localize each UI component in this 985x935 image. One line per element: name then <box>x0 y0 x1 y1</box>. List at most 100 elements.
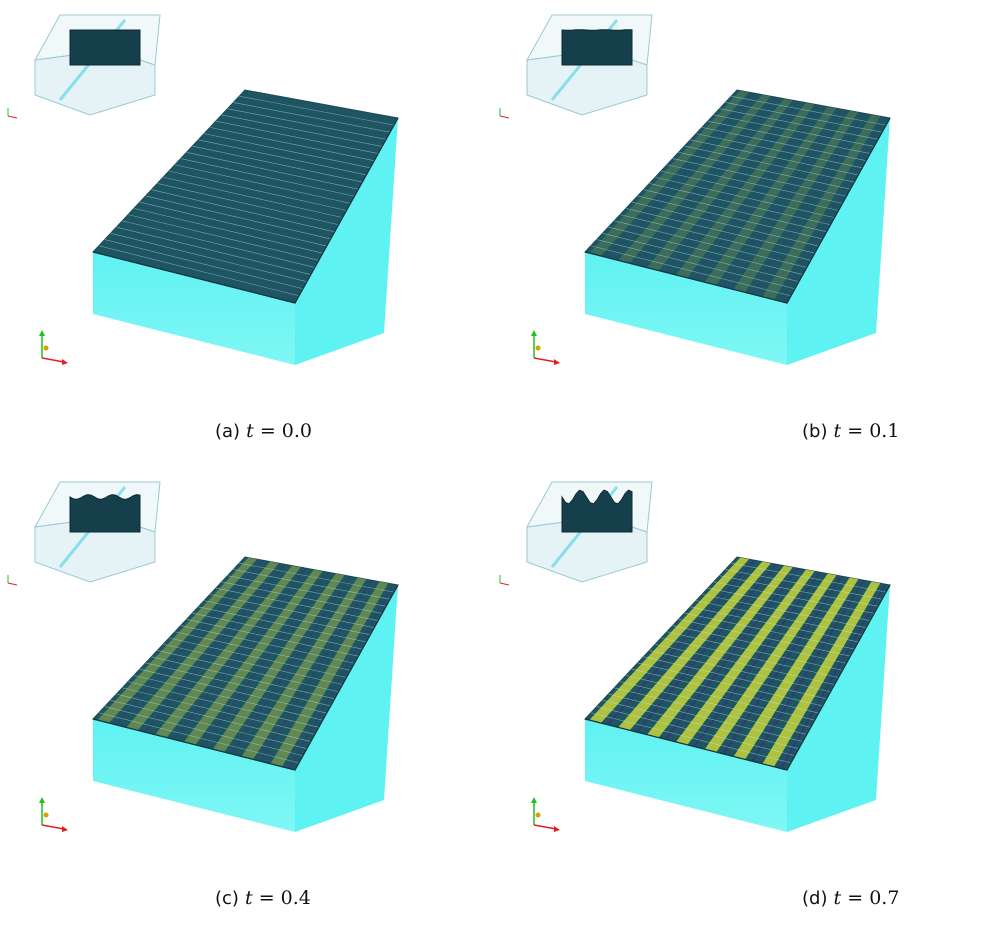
mesh-line <box>672 158 847 197</box>
mesh-line <box>174 631 351 671</box>
wave-crest <box>762 114 881 300</box>
mesh-line <box>209 594 375 628</box>
wave-crest <box>97 557 258 724</box>
mesh-line <box>221 114 383 147</box>
axis-y-arrow <box>531 797 537 803</box>
mesh-line <box>672 625 847 664</box>
mesh-line <box>180 158 355 197</box>
mesh-line <box>233 102 391 133</box>
axis-x <box>41 357 65 363</box>
caption-b: (b) t = 0.1 <box>802 420 900 442</box>
axis-z <box>535 812 541 818</box>
wave-crest <box>589 90 750 257</box>
mesh-line <box>239 95 395 126</box>
mesh-line <box>602 700 799 749</box>
axis-x-arrow <box>554 359 560 365</box>
mesh-line <box>649 650 831 693</box>
axis-z <box>43 345 49 351</box>
caption-d: (d) t = 0.7 <box>802 887 900 909</box>
mesh-line <box>731 562 887 593</box>
mesh-line <box>666 164 843 204</box>
axis-z <box>43 812 49 818</box>
axis-triad <box>531 797 560 832</box>
mesh-line <box>198 139 367 176</box>
mesh-line <box>209 127 375 161</box>
mesh-line <box>151 189 335 233</box>
mesh-line <box>128 214 319 261</box>
inset-axis-x <box>499 582 510 586</box>
mesh-line <box>696 133 863 169</box>
mesh-line <box>133 675 323 721</box>
mesh-line <box>151 656 335 700</box>
mesh-line <box>614 687 807 735</box>
box-edge <box>92 117 399 304</box>
mesh-line <box>608 693 803 742</box>
inset-axis-triad <box>7 108 18 119</box>
wave-crest <box>126 561 279 731</box>
box-right-face-fill <box>295 118 398 365</box>
mesh-line <box>168 170 347 211</box>
mesh-line <box>233 569 391 600</box>
mesh-line <box>186 619 359 657</box>
wave-crest <box>241 577 367 760</box>
mesh-line <box>145 195 331 240</box>
mesh-line <box>98 712 300 764</box>
mesh-line <box>227 108 387 140</box>
inset-axis-triad <box>499 575 510 586</box>
mesh-line <box>163 643 343 685</box>
mesh-line <box>104 706 303 757</box>
mesh-line <box>719 575 879 607</box>
mesh-line <box>596 239 795 290</box>
wave-crest <box>155 565 301 738</box>
wave-crest <box>704 573 837 753</box>
mesh-line <box>731 95 887 126</box>
mesh-line <box>701 127 867 161</box>
panel-a: (a) t = 0.0 <box>0 0 492 467</box>
wave-crest <box>589 557 750 724</box>
wave-crest <box>647 565 793 738</box>
wave-crest <box>647 98 793 271</box>
mesh-line <box>666 631 843 671</box>
mesh-line <box>198 606 367 643</box>
mesh-line <box>122 687 315 735</box>
mesh-line <box>625 208 815 254</box>
box-front-face <box>93 252 295 365</box>
mesh-line <box>180 625 355 664</box>
mesh-line <box>145 662 331 707</box>
inset-slice <box>561 29 633 66</box>
mesh-line <box>110 700 307 749</box>
mesh-line <box>104 239 303 290</box>
inset-axis-triad <box>7 575 18 586</box>
wave-crest <box>270 581 389 767</box>
axis-y-arrow <box>531 330 537 336</box>
mesh-line <box>590 712 792 764</box>
box-edge <box>584 584 891 771</box>
mesh-line <box>590 245 792 297</box>
box-edge <box>92 584 399 771</box>
simulation-render-d <box>499 481 891 832</box>
inset-axis-x <box>499 115 510 119</box>
box-top-face <box>584 89 891 304</box>
wave-crest <box>733 577 859 760</box>
mesh-line <box>157 650 339 693</box>
mesh-line <box>614 220 807 268</box>
caption-a: (a) t = 0.0 <box>215 420 312 442</box>
mesh-line <box>221 581 383 614</box>
mesh-line <box>660 170 839 211</box>
box-right-face-fill <box>787 585 890 832</box>
mesh-line <box>227 575 387 607</box>
box-front-face <box>585 252 787 365</box>
inset-slice <box>69 29 141 66</box>
mesh-line <box>186 152 359 190</box>
mesh-line <box>128 681 319 728</box>
inset-slice <box>561 489 633 533</box>
box-front-face <box>93 719 295 832</box>
mesh-line <box>192 612 363 650</box>
mesh-line <box>602 233 799 282</box>
box-front-face <box>585 719 787 832</box>
mesh-line <box>168 637 347 678</box>
mesh-line <box>139 668 327 714</box>
mesh-line <box>637 195 823 240</box>
mesh-line <box>239 562 395 593</box>
box-edge <box>584 117 891 304</box>
